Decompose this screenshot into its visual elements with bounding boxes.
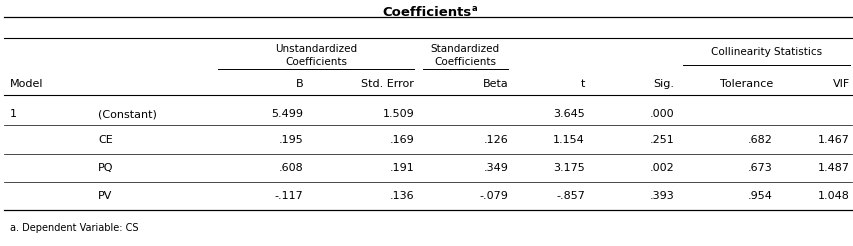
Text: .002: .002	[649, 163, 674, 173]
Text: Std. Error: Std. Error	[361, 79, 414, 89]
Text: .673: .673	[747, 163, 772, 173]
Text: .191: .191	[389, 163, 414, 173]
Text: Sig.: Sig.	[653, 79, 674, 89]
Text: 1.487: 1.487	[817, 163, 849, 173]
Text: .136: .136	[389, 191, 414, 200]
Text: Beta: Beta	[482, 79, 508, 89]
Text: VIF: VIF	[832, 79, 849, 89]
Text: Unstandardized
Coefficients: Unstandardized Coefficients	[275, 44, 357, 67]
Text: .126: .126	[483, 135, 508, 145]
Text: 3.645: 3.645	[553, 109, 584, 119]
Text: t: t	[580, 79, 584, 89]
Text: .349: .349	[483, 163, 508, 173]
Text: PQ: PQ	[98, 163, 113, 173]
Text: 1.048: 1.048	[817, 191, 849, 200]
Text: 1.154: 1.154	[553, 135, 584, 145]
Text: PV: PV	[98, 191, 113, 200]
Text: .682: .682	[747, 135, 772, 145]
Text: .393: .393	[649, 191, 674, 200]
Text: .000: .000	[649, 109, 674, 119]
Text: Tolerance: Tolerance	[719, 79, 772, 89]
Text: (Constant): (Constant)	[98, 109, 157, 119]
Text: a: a	[471, 4, 477, 13]
Text: B: B	[295, 79, 303, 89]
Text: -.117: -.117	[274, 191, 303, 200]
Text: Standardized
Coefficients: Standardized Coefficients	[431, 44, 499, 67]
Text: a. Dependent Variable: CS: a. Dependent Variable: CS	[10, 223, 138, 232]
Text: -.857: -.857	[555, 191, 584, 200]
Text: 5.499: 5.499	[271, 109, 303, 119]
Text: 3.175: 3.175	[553, 163, 584, 173]
Text: .169: .169	[389, 135, 414, 145]
Text: .608: .608	[278, 163, 303, 173]
Text: 1: 1	[10, 109, 17, 119]
Text: CE: CE	[98, 135, 113, 145]
Text: .251: .251	[649, 135, 674, 145]
Text: 1.509: 1.509	[382, 109, 414, 119]
Text: Model: Model	[10, 79, 44, 89]
Text: Coefficients: Coefficients	[382, 6, 471, 19]
Text: -.079: -.079	[479, 191, 508, 200]
Text: .195: .195	[278, 135, 303, 145]
Text: Collinearity Statistics: Collinearity Statistics	[710, 47, 821, 57]
Text: .954: .954	[747, 191, 772, 200]
Text: 1.467: 1.467	[817, 135, 849, 145]
